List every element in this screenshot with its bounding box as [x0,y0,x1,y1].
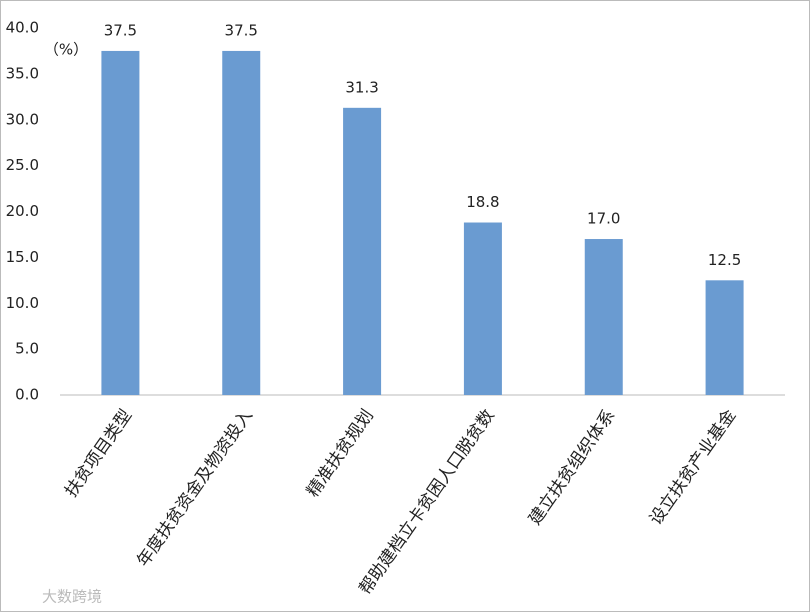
data-label: 18.8 [466,193,499,211]
y-tick-label: 10.0 [6,294,39,312]
bar [463,222,502,395]
y-tick-label: 5.0 [15,340,39,358]
y-axis-label: （%） [44,41,88,59]
data-label: 37.5 [225,21,258,39]
bar [584,239,623,395]
bar [343,107,382,395]
y-tick-label: 35.0 [6,64,39,82]
data-label: 37.5 [104,21,137,39]
watermark: 大数跨境 [42,588,102,606]
bar [101,50,140,395]
bar [705,280,744,395]
bar [222,50,261,395]
y-tick-label: 0.0 [15,386,39,404]
data-label: 31.3 [345,78,378,96]
y-tick-label: 40.0 [6,19,39,37]
data-label: 12.5 [708,251,741,269]
y-tick-label: 25.0 [6,156,39,174]
data-label: 17.0 [587,210,620,228]
y-tick-label: 20.0 [6,202,39,220]
y-tick-label: 30.0 [6,110,39,128]
y-tick-label: 15.0 [6,248,39,266]
